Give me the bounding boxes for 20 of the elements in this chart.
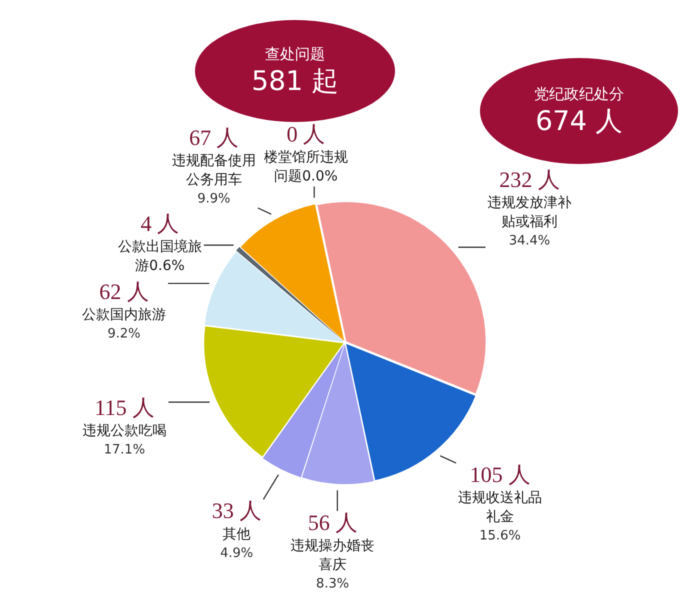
slice-label: 违规收送礼品礼金 15.6% [458, 490, 542, 544]
slice-label: 违规操办婚丧喜庆 8.3% [290, 538, 375, 592]
text: 0 人 [286, 121, 326, 146]
slice-label: 违规公款吃喝 17.1% [82, 423, 166, 458]
data-label: 33 人 [212, 498, 262, 524]
data-label: 4 人 [140, 210, 180, 236]
slice-label: 违规配备使用公务用车 9.9% [172, 153, 256, 206]
slice-label: 违规发放津补贴或福利 34.4% [488, 195, 572, 248]
slice-label: 公款国内旅游 9.2% [82, 307, 166, 342]
data-label: 232 人 [499, 166, 560, 192]
slice-label: 公款出国境旅游0.6% [118, 239, 202, 274]
data-label: 62 人 [99, 278, 149, 304]
data-label: 105 人 [470, 462, 530, 487]
slice-label: 其他 4.9% [220, 526, 254, 561]
oval-badge: 查处问题 581 起 [195, 20, 395, 122]
category-label: 楼堂馆所违规问题0.0% [264, 150, 348, 185]
data-label: 67 人 [189, 124, 239, 150]
oval-badge: 党纪政纪处分 674 人 [480, 58, 678, 164]
data-label: 115 人 [94, 394, 154, 420]
data-label: 56 人 [308, 510, 358, 535]
